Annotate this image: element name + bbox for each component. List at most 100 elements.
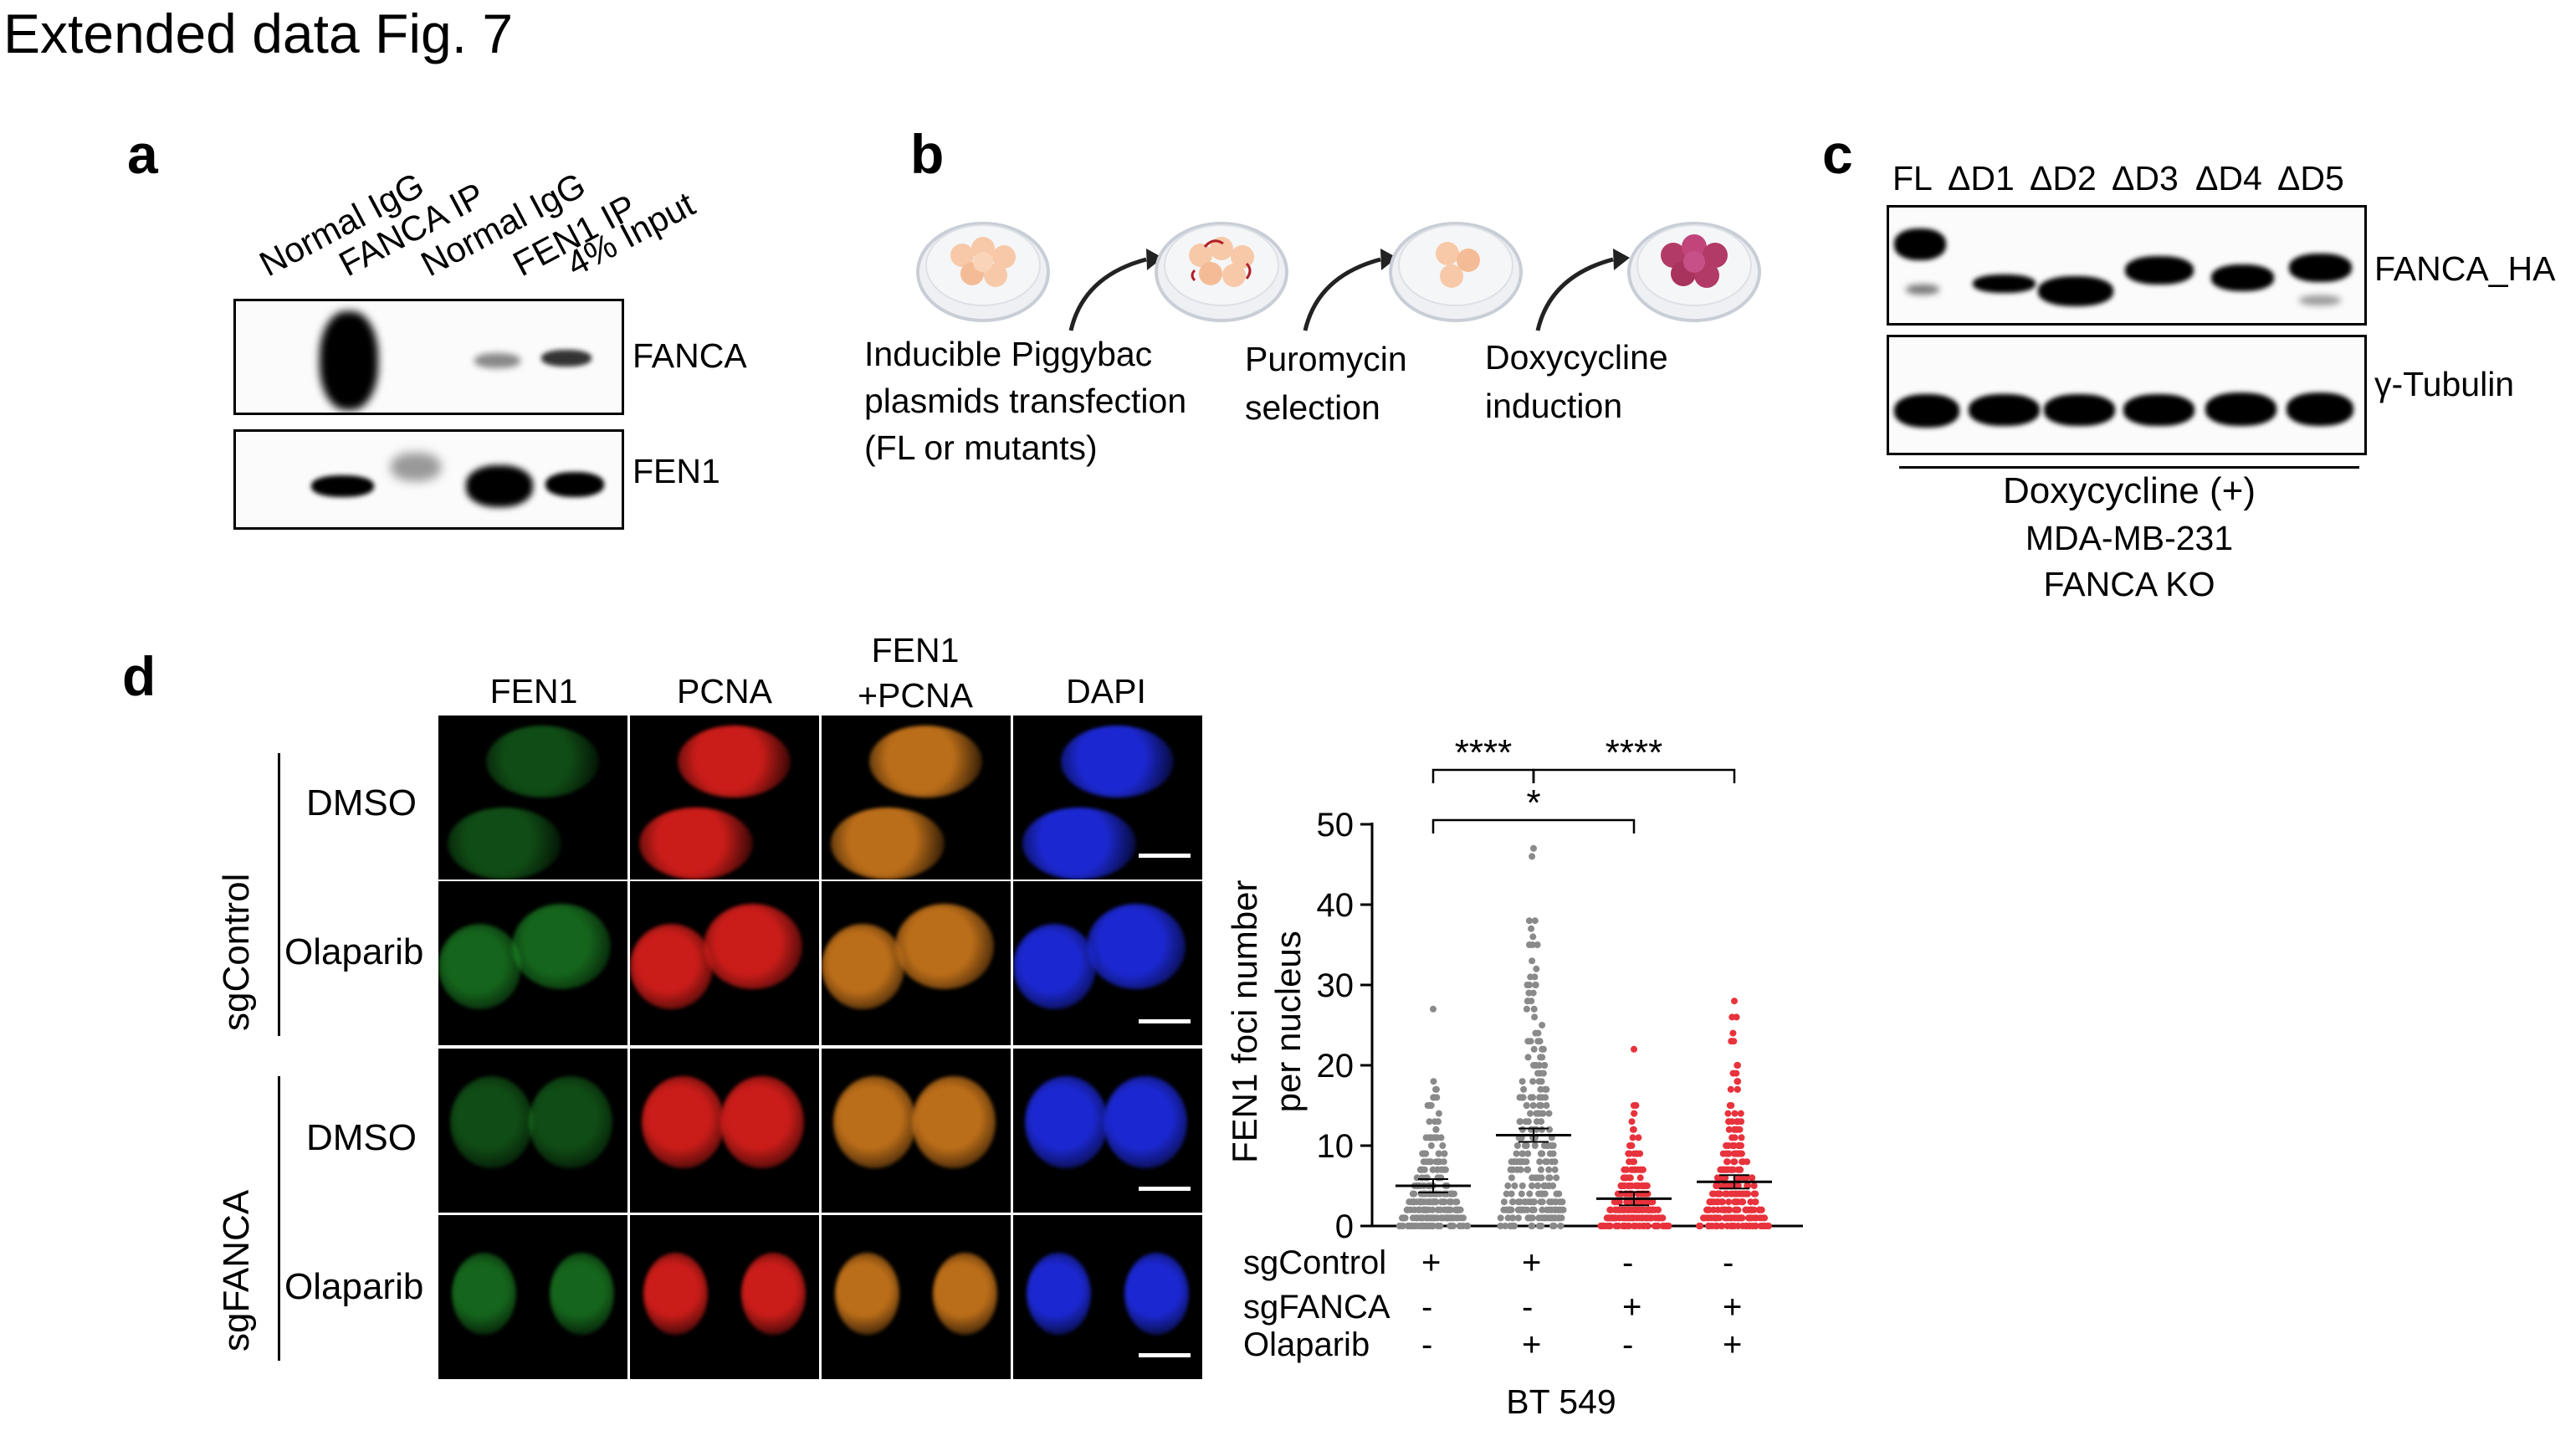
cell-line-label: MDA-MB-231: [2025, 519, 2234, 557]
nucleus: [630, 923, 714, 1009]
data-point: [1628, 1166, 1635, 1173]
data-point: [1644, 1214, 1652, 1222]
data-point: [1697, 1223, 1704, 1229]
data-point: [1728, 1190, 1735, 1198]
condition-row-label: sgControl: [1243, 1244, 1387, 1281]
data-point: [1528, 998, 1535, 1005]
data-point: [1638, 1214, 1646, 1222]
data-point: [1439, 1142, 1447, 1149]
data-point: [1728, 1166, 1736, 1173]
data-point: [1721, 1214, 1728, 1222]
data-point: [1636, 1174, 1644, 1182]
micrograph-tile: [438, 1049, 627, 1213]
data-point: [1419, 1206, 1426, 1213]
data-point: [1407, 1206, 1415, 1213]
data-point: [1530, 1045, 1538, 1053]
data-point: [1426, 1118, 1433, 1126]
data-point: [1452, 1206, 1460, 1213]
data-point: [1437, 1134, 1445, 1141]
data-point: [1419, 1214, 1426, 1222]
micrograph-tile: [630, 1049, 819, 1213]
nucleus: [1087, 904, 1186, 990]
data-point: [1629, 1134, 1636, 1141]
nucleus: [912, 1076, 996, 1169]
data-point: [1518, 1190, 1525, 1198]
data-point: [1432, 1085, 1440, 1093]
data-point: [1526, 941, 1533, 948]
data-point: [1539, 1054, 1546, 1061]
data-point: [1529, 957, 1536, 965]
data-point: [1531, 1013, 1539, 1021]
data-point: [1537, 1166, 1544, 1173]
nucleus: [1026, 1253, 1091, 1336]
y-tick-label: 50: [1317, 807, 1355, 844]
data-point: [1601, 1223, 1609, 1229]
data-point: [1626, 1142, 1633, 1149]
data-point: [1636, 1150, 1644, 1157]
data-point: [1539, 1198, 1546, 1206]
data-point: [1523, 1005, 1530, 1013]
nucleus: [641, 1076, 725, 1169]
data-point: [1724, 1142, 1732, 1149]
data-point: [1557, 1223, 1565, 1229]
data-point: [1718, 1223, 1725, 1229]
data-point: [1724, 1110, 1732, 1117]
data-point: [1534, 1029, 1542, 1037]
data-point: [1524, 1166, 1531, 1173]
data-point: [1730, 1038, 1738, 1045]
data-point: [1725, 1126, 1733, 1133]
data-point: [1635, 1134, 1642, 1141]
data-point: [1648, 1198, 1656, 1206]
treatment-label: DMSO: [306, 782, 417, 823]
data-point: [1541, 1190, 1549, 1198]
data-point: [1532, 982, 1539, 988]
data-point: [1463, 1223, 1471, 1229]
data-point: [1524, 1150, 1532, 1157]
data-point: [1716, 1190, 1723, 1198]
condition-value: -: [1723, 1244, 1734, 1281]
data-point: [1524, 1054, 1532, 1061]
significance-label: ****: [1606, 732, 1663, 773]
data-point: [1518, 1150, 1526, 1157]
data-point: [1432, 1134, 1440, 1141]
data-point: [1660, 1223, 1667, 1229]
nucleus: [895, 904, 994, 990]
data-point: [1705, 1223, 1713, 1229]
data-point: [1728, 1102, 1735, 1109]
data-point: [1539, 1045, 1546, 1053]
nucleus: [868, 725, 983, 798]
data-point: [1524, 982, 1531, 988]
data-point: [1549, 1223, 1556, 1229]
nucleus: [529, 1076, 612, 1169]
data-point: [1724, 1206, 1732, 1213]
data-point: [1513, 1166, 1521, 1173]
nucleus: [485, 725, 600, 798]
data-point: [1649, 1206, 1657, 1213]
data-point: [1525, 917, 1533, 925]
blot-gamma-tubulin: [1887, 335, 2367, 455]
channel-label: PCNA: [677, 672, 772, 710]
data-point: [1439, 1198, 1447, 1206]
data-point: [1531, 917, 1539, 925]
micrograph-tile: [630, 716, 819, 880]
data-point: [1612, 1223, 1620, 1229]
data-point: [1428, 1214, 1436, 1222]
data-point: [1625, 1150, 1632, 1157]
data-point: [1743, 1206, 1750, 1213]
micrograph-tile: [1013, 881, 1202, 1045]
data-point: [1508, 1198, 1516, 1206]
condition-value: +: [1421, 1244, 1442, 1281]
data-point: [1731, 1110, 1739, 1117]
data-point: [1553, 1198, 1559, 1206]
data-point: [1734, 1062, 1741, 1069]
data-point: [1441, 1206, 1448, 1213]
nucleus: [438, 923, 522, 1009]
data-point: [1511, 1182, 1518, 1189]
data-point: [1606, 1223, 1614, 1229]
data-point: [1502, 1223, 1509, 1229]
data-point: [1739, 1198, 1746, 1206]
data-point: [1745, 1214, 1753, 1222]
micrograph-tile: [438, 1215, 627, 1379]
condition-value: -: [1522, 1289, 1534, 1326]
